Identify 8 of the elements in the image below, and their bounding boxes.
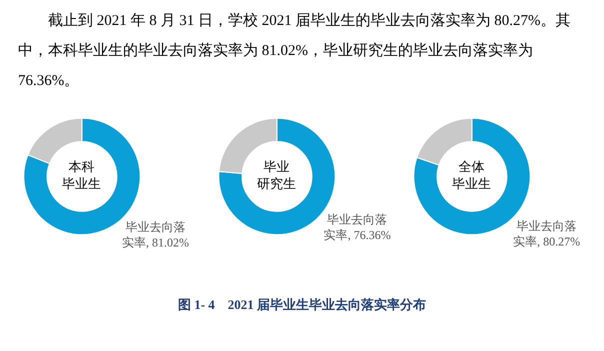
data-label: 毕业去向落实率, 81.02%	[122, 220, 190, 250]
text: 全体毕业生	[452, 160, 491, 192]
text: 图 1- 4 2021 届毕业生毕业去向落实率分布	[176, 296, 428, 314]
data-label: 毕业去向落实率, 76.36%	[324, 212, 391, 242]
text: 本科毕业生	[62, 160, 101, 192]
data-label: 毕业去向落实率, 80.27%	[513, 218, 580, 248]
text: 截止到 2021 年 8 月 31 日，学校 2021 届毕业生的毕业去向落实率为 80.27%。其中，本科毕业生的毕业去向落实率为 81.02%，毕业研究生的毕业去向落实率为 76.36%。	[18, 11, 572, 91]
text: 毕业研究生	[257, 160, 296, 192]
